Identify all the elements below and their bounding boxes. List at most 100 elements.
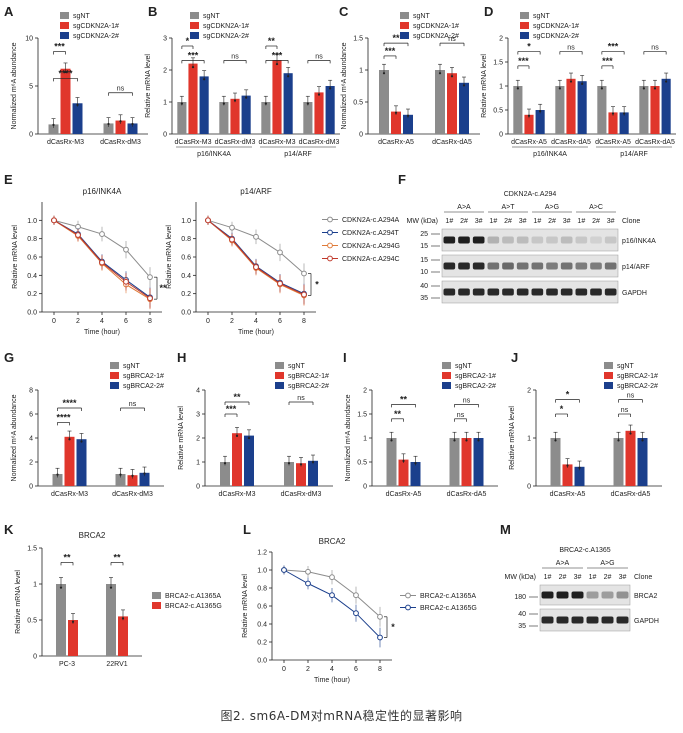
sig-label-a: **** xyxy=(58,68,73,78)
blot-row-label-m: BRCA2 xyxy=(634,593,657,600)
y-tick-label-e1: 0.4 xyxy=(27,273,37,280)
legend-l-marker xyxy=(405,592,411,599)
x-tick-label-g: dCasRx-dM3 xyxy=(112,491,153,498)
y-tick-label-b: 3 xyxy=(163,36,167,43)
bar-j xyxy=(562,464,573,486)
sig-label-d: *** xyxy=(602,56,613,66)
bar-b xyxy=(314,92,324,134)
x-tick-label-a: dCasRx-dM3 xyxy=(100,139,141,146)
bar-h xyxy=(284,462,294,486)
blot-membrane-f xyxy=(441,228,619,252)
blot-band-f xyxy=(590,288,602,296)
y-tick-label-k: 1 xyxy=(33,582,37,589)
x-tick-label-e1: 4 xyxy=(100,318,104,325)
panel-letter-h: H xyxy=(177,350,186,365)
data-point-g xyxy=(119,473,122,476)
legend-i-label: sgBRCA2-1# xyxy=(455,373,496,380)
y-axis-title-h: Relative mRNA level xyxy=(178,406,185,470)
legend-j-swatch xyxy=(604,382,613,389)
blot-group-label-f: A>A xyxy=(457,204,471,211)
sig-label-k: ** xyxy=(113,552,121,562)
y-tick-label-k: 0 xyxy=(33,654,37,661)
y-axis-title-c: Normalized m⁶A abundance xyxy=(341,42,348,129)
sig-label-h: *** xyxy=(226,404,237,414)
blot-band-f xyxy=(472,262,485,270)
blot-band-f xyxy=(590,236,602,244)
panel-letter-c: C xyxy=(339,4,349,19)
data-point-c xyxy=(462,84,466,87)
legend-k-swatch xyxy=(152,592,161,599)
y-axis-title-k: Relative mRNA level xyxy=(15,570,22,634)
x-tick-label-l: 4 xyxy=(330,666,334,673)
bar-j xyxy=(550,438,561,486)
y-tick-label-e2: 0.8 xyxy=(181,236,191,243)
data-point-b xyxy=(275,62,279,66)
legend-c-swatch xyxy=(400,32,409,39)
sig-label-d: *** xyxy=(608,41,619,51)
data-point-h xyxy=(223,462,227,465)
y-tick-label-k: 1.5 xyxy=(27,546,37,553)
blot-band-f xyxy=(575,236,588,244)
blot-band-f xyxy=(546,262,558,270)
data-point-e2 xyxy=(253,233,259,240)
blot-membrane-f xyxy=(441,280,619,304)
bar-b xyxy=(177,102,187,134)
x-tick-label-l: 6 xyxy=(354,666,358,673)
chart-title-k: BRCA2 xyxy=(79,531,106,540)
y-tick-label-g: 8 xyxy=(29,388,33,395)
bar-i xyxy=(386,438,397,486)
legend-d-label: sgCDKN2A-1# xyxy=(533,23,579,30)
data-point-l xyxy=(281,567,287,573)
blot-membrane-m xyxy=(539,608,631,632)
blot-lane-label-m: 1# xyxy=(589,574,597,581)
data-point-h xyxy=(247,437,251,440)
y-tick-label-h: 0 xyxy=(196,484,200,491)
y-tick-label-j: 0 xyxy=(527,484,531,491)
chart-title-e2: p14/ARF xyxy=(240,187,272,196)
blot-band-f xyxy=(546,288,558,296)
blot-group-label-f: A>G xyxy=(545,204,559,211)
bar-d xyxy=(608,112,618,134)
data-point-e1 xyxy=(123,278,129,285)
data-point-k xyxy=(109,586,113,589)
blot-band-f xyxy=(560,262,573,270)
data-point-e2 xyxy=(253,264,259,270)
y-tick-label-d: 0 xyxy=(499,132,503,139)
data-point-e2 xyxy=(205,217,211,224)
legend-g-swatch xyxy=(110,382,119,389)
blot-lane-label-f: 2# xyxy=(504,218,512,225)
legend-j-label: sgNT xyxy=(617,363,634,370)
bar-d xyxy=(513,86,523,134)
y-tick-label-g: 6 xyxy=(29,412,33,419)
data-point-d xyxy=(569,80,573,83)
y-tick-label-k: 0.5 xyxy=(27,618,37,625)
data-point-a xyxy=(131,122,134,126)
sig-label-b: ** xyxy=(268,36,276,46)
y-tick-label-e2: 0.4 xyxy=(181,273,191,280)
data-point-k xyxy=(121,617,125,620)
blot-band-f xyxy=(590,262,602,270)
data-point-d xyxy=(539,110,542,113)
y-tick-label-e2: 0.0 xyxy=(181,310,191,317)
y-tick-label-b: 1 xyxy=(163,100,167,107)
data-point-i xyxy=(477,439,480,442)
legend-g-label: sgBRCA2-2# xyxy=(123,383,164,390)
legend-e-label: CDKN2A-c.A294C xyxy=(342,256,400,263)
y-tick-label-c: 0.5 xyxy=(353,100,363,107)
x-tick-label-e2: 4 xyxy=(254,318,258,325)
data-point-e2 xyxy=(277,249,283,256)
legend-h-swatch xyxy=(275,362,284,369)
bar-c xyxy=(403,114,413,134)
data-point-j xyxy=(617,439,620,442)
x-tick-label-c: dCasRx-A5 xyxy=(378,139,414,146)
data-point-j xyxy=(566,464,569,467)
data-point-d xyxy=(665,80,668,83)
blot-band-m xyxy=(571,591,584,599)
legend-c-label: sgCDKN2A-2# xyxy=(413,33,459,40)
data-point-b xyxy=(264,102,267,105)
data-point-l xyxy=(353,592,359,599)
bar-c xyxy=(447,73,457,134)
blot-marker-f: 10 xyxy=(420,269,428,276)
blot-marker-f: 35 xyxy=(420,295,428,302)
